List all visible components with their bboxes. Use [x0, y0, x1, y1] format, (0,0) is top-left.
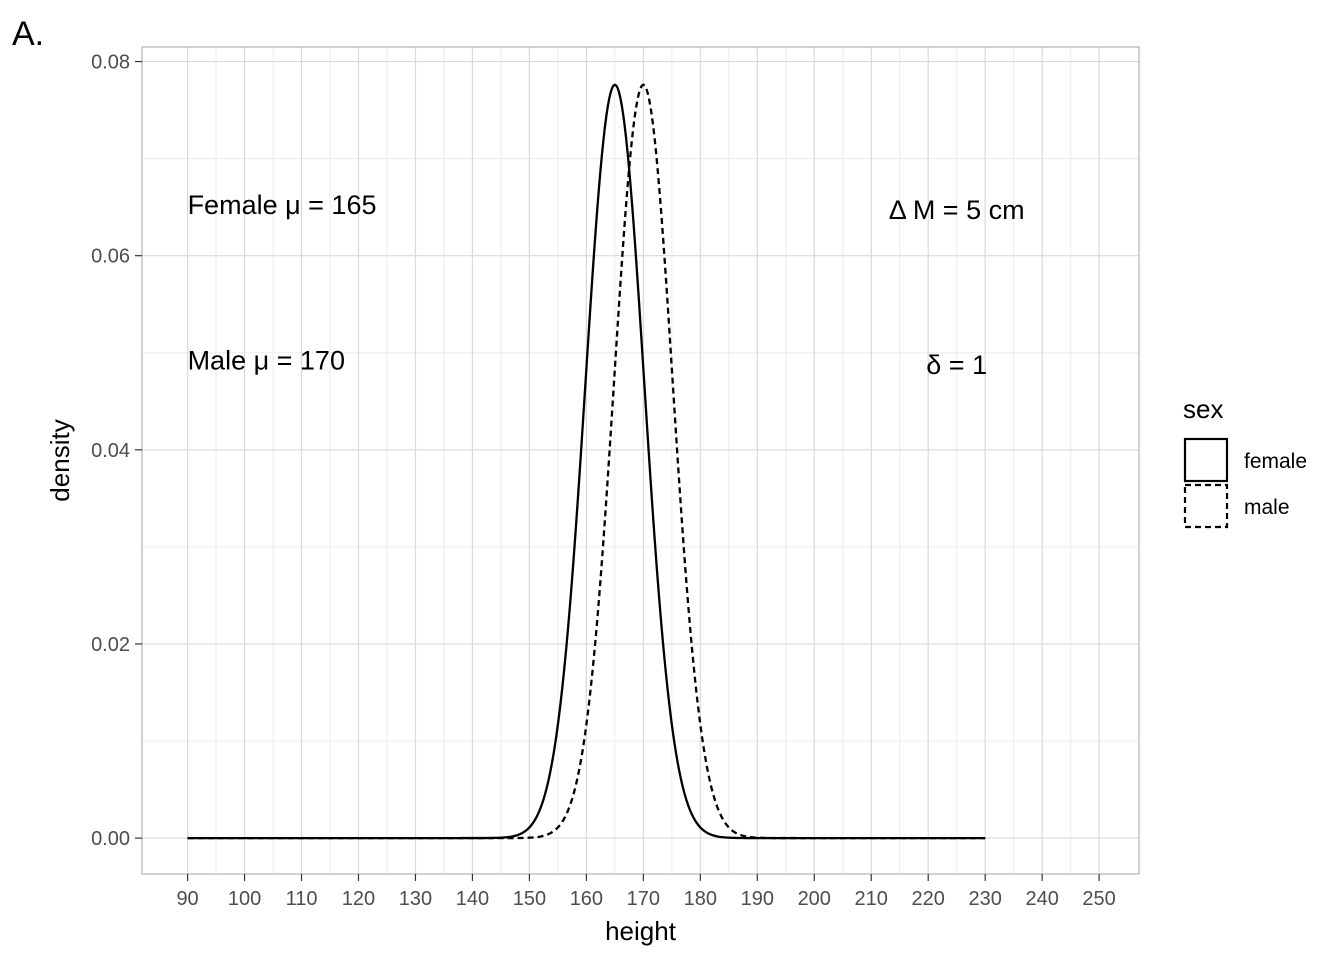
legend-label-female: female — [1244, 450, 1307, 473]
annotations: Female μ = 165 Male μ = 170 Δ M = 5 cm δ = … — [188, 190, 1025, 380]
y-tick-label: 0.02 — [91, 634, 130, 656]
x-tick-label: 100 — [228, 888, 261, 910]
annotation-text: Male μ = 170 — [188, 345, 345, 375]
x-tick-label: 250 — [1082, 888, 1115, 910]
legend-key-bg — [1184, 438, 1228, 482]
series-layer — [187, 83, 986, 840]
x-tick-label: 170 — [627, 888, 660, 910]
x-tick-label: 120 — [342, 888, 375, 910]
x-tick-label: 150 — [513, 888, 546, 910]
legend-label-male: male — [1244, 496, 1290, 519]
legend-key-male — [1183, 483, 1229, 529]
series-line-male — [187, 83, 986, 840]
x-tick-label: 210 — [855, 888, 888, 910]
y-tick-label: 0.06 — [91, 246, 130, 268]
x-tick-label: 110 — [286, 888, 318, 910]
x-tick-label: 190 — [741, 888, 774, 910]
x-tick-label: 180 — [684, 888, 717, 910]
x-axis-title: height — [605, 916, 677, 946]
annotation-text: δ = 1 — [926, 350, 987, 380]
y-tick-label: 0.04 — [91, 440, 130, 462]
legend: sex female male — [1183, 394, 1307, 529]
x-tick-label: 230 — [968, 888, 1001, 910]
x-tick-label: 220 — [912, 888, 945, 910]
x-tick-label: 240 — [1025, 888, 1058, 910]
legend-key-female — [1183, 437, 1229, 483]
x-tick-label: 90 — [176, 888, 198, 910]
annotation-text: Δ M = 5 cm — [889, 195, 1025, 225]
x-tick-label: 160 — [570, 888, 603, 910]
minor-grid — [142, 47, 1139, 874]
annotation-text: Female μ = 165 — [188, 190, 377, 220]
x-axis-ticks: 90 100 110 120 130 140 150 160 170 180 190 200 210 22… — [176, 874, 1116, 910]
panel-tag: A. — [12, 15, 44, 53]
x-tick-label: 130 — [399, 888, 432, 910]
x-tick-label: 140 — [456, 888, 489, 910]
panel-border — [141, 46, 1140, 875]
legend-key-bg — [1184, 484, 1228, 528]
legend-keys: female male — [1183, 437, 1307, 529]
y-axis-title: density — [45, 419, 75, 501]
y-axis-ticks: 0.00 0.02 0.04 0.06 0.08 — [91, 52, 142, 850]
legend-title: sex — [1183, 394, 1223, 424]
x-tick-label: 200 — [798, 888, 831, 910]
y-tick-label: 0.00 — [91, 828, 130, 850]
y-tick-label: 0.08 — [91, 52, 130, 74]
major-grid — [142, 47, 1139, 874]
